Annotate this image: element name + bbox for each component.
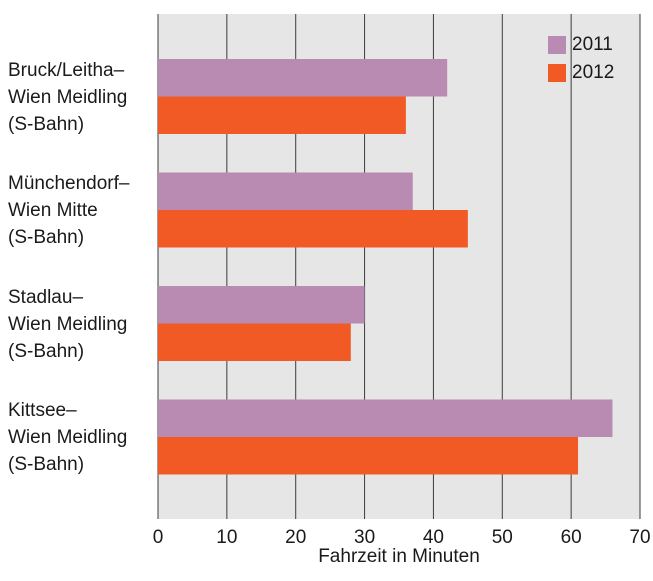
legend-swatch-2012: [548, 64, 566, 82]
bar-2012-0: [158, 96, 406, 134]
x-tick-label-20: 20: [285, 527, 306, 548]
category-label-line: Stadlau–: [8, 286, 84, 308]
x-tick-label-70: 70: [629, 527, 650, 548]
legend-item-2011: 2011: [548, 31, 614, 59]
category-label-line: Wien Meidling: [8, 427, 128, 448]
bar-2011-2: [158, 286, 365, 324]
category-label: Münchendorf– Wien Mitte (S-Bahn): [8, 170, 129, 251]
category-label-line: Münchendorf–: [8, 173, 130, 194]
x-axis-ticks: 0 10 20 30 40 50 60 70: [153, 527, 651, 548]
category-label: Kittsee– Wien Meidling (S-Bahn): [8, 397, 127, 478]
category-label-line: (S-Bahn): [8, 454, 85, 475]
category-label-line: Kittsee–: [8, 400, 77, 421]
category-label-line: (S-Bahn): [8, 340, 85, 362]
category-label-line: Wien Meidling: [8, 86, 128, 108]
category-label-line: Bruck/Leitha–: [8, 59, 125, 81]
bar-2012-1: [158, 210, 468, 248]
x-axis-label: Fahrzeit in Minuten: [318, 546, 480, 567]
x-tick-label-40: 40: [423, 527, 444, 548]
category-label-line: (S-Bahn): [8, 113, 85, 135]
legend-label-2012: 2012: [572, 62, 615, 83]
legend: 2011 2012: [548, 31, 614, 87]
bar-2011-1: [158, 172, 413, 210]
x-tick-label-50: 50: [492, 527, 513, 548]
x-tick-label-0: 0: [153, 527, 164, 548]
x-tick-label-30: 30: [354, 527, 375, 548]
bar-2012-2: [158, 323, 351, 361]
legend-swatch-2011: [548, 36, 566, 54]
category-label: Bruck/Leitha– Wien Meidling (S-Bahn): [8, 57, 127, 138]
x-tick-label-10: 10: [216, 527, 237, 548]
bar-2011-3: [158, 399, 613, 437]
category-label-line: (S-Bahn): [8, 227, 85, 248]
category-label-line: Wien Meidling: [8, 313, 128, 335]
category-label-line: Wien Mitte: [8, 200, 98, 221]
x-tick-label-60: 60: [561, 527, 582, 548]
category-label: Stadlau– Wien Meidling (S-Bahn): [8, 284, 127, 365]
bars: [158, 59, 613, 475]
legend-item-2012: 2012: [548, 59, 614, 87]
bar-2012-3: [158, 437, 579, 475]
legend-label-2011: 2011: [572, 34, 613, 55]
bar-2011-0: [158, 59, 448, 97]
